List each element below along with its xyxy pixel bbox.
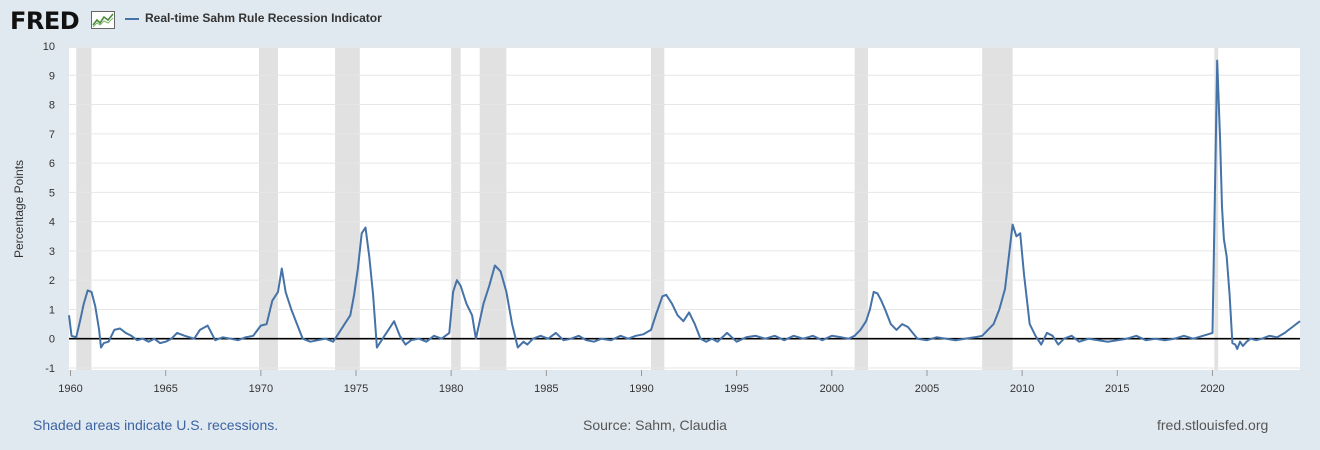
y-tick-label: -1 (45, 363, 55, 375)
recession-band (854, 48, 868, 370)
y-tick-label: 7 (49, 129, 55, 141)
recession-shading (76, 48, 1219, 370)
x-tick-label: 1960 (58, 383, 82, 395)
x-tick-label: 1970 (249, 383, 273, 395)
y-tick-label: 8 (49, 100, 55, 112)
recession-band (76, 48, 92, 370)
x-tick-label: 1965 (153, 383, 177, 395)
y-axis-ticks: -1 0 1 2 3 4 5 6 7 8 9 10 (43, 41, 55, 375)
y-tick-label: 5 (49, 187, 55, 199)
y-tick-label: 6 (49, 158, 55, 170)
recession-band (651, 48, 665, 370)
series-line[interactable] (68, 59, 1301, 350)
x-tick-label: 2015 (1105, 383, 1129, 395)
gridlines (69, 45, 1300, 369)
y-tick-label: 4 (49, 217, 55, 229)
chart-line-icon (91, 11, 115, 29)
recession-note[interactable]: Shaded areas indicate U.S. recessions. (33, 417, 279, 433)
x-tick-label: 1985 (534, 383, 558, 395)
legend-series-title[interactable]: Real-time Sahm Rule Recession Indicator (145, 11, 382, 25)
y-tick-label: 3 (49, 246, 55, 258)
y-tick-label: 9 (49, 70, 55, 82)
x-tick-label: 1995 (724, 383, 748, 395)
x-tick-label: 2010 (1010, 383, 1034, 395)
source-note: Source: Sahm, Claudia (583, 417, 727, 433)
fred-logo[interactable]: FRED (10, 7, 80, 35)
recession-band (982, 48, 1013, 370)
y-tick-label: 0 (49, 334, 55, 346)
x-tick-label: 1980 (439, 383, 463, 395)
y-tick-label: 2 (49, 275, 55, 287)
site-url[interactable]: fred.stlouisfed.org (1157, 417, 1269, 433)
x-tick-label: 2005 (915, 383, 939, 395)
y-axis-label: Percentage Points (12, 160, 26, 258)
recession-band (335, 48, 360, 370)
x-tick-label: 1990 (629, 383, 653, 395)
chart-header: FRED Real-time Sahm Rule Recession Indic… (0, 0, 1320, 40)
x-tick-label: 2020 (1200, 383, 1224, 395)
recession-band (1214, 48, 1219, 370)
recession-band (451, 48, 461, 370)
recession-band (258, 48, 278, 370)
recession-band (479, 48, 507, 370)
x-axis-ticks: 1960 1965 1970 1975 1980 1985 1990 1995 2000 2005… (58, 370, 1225, 395)
legend-swatch (125, 18, 139, 20)
y-tick-label: 1 (49, 304, 55, 316)
x-tick-label: 2000 (820, 383, 844, 395)
x-tick-label: 1975 (344, 383, 368, 395)
y-tick-label: 10 (43, 41, 55, 53)
plot-area (69, 48, 1300, 370)
